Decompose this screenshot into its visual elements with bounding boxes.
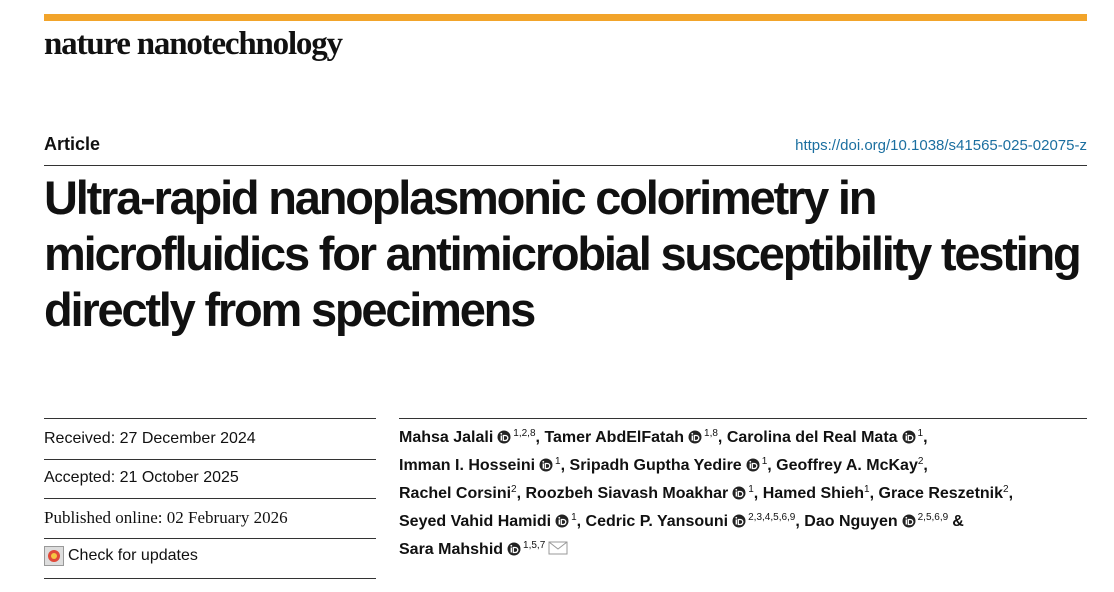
- author-name: Mahsa Jalali: [399, 429, 494, 446]
- author-name: Dao Nguyen: [804, 513, 898, 530]
- author-affiliations: 2: [1003, 484, 1009, 495]
- accepted-date: Accepted: 21 October 2025: [44, 469, 239, 486]
- article-title: Ultra-rapid nanoplasmonic colorimetry in…: [44, 171, 1082, 336]
- author-affiliations: 2,5,6,9: [917, 512, 949, 523]
- author-affiliations: 2: [511, 484, 517, 495]
- author-name: Sara Mahshid: [399, 541, 504, 558]
- author-name: Hamed Shieh: [762, 485, 865, 502]
- rule: [44, 459, 376, 460]
- author-name: Geoffrey A. McKay: [776, 457, 918, 474]
- orcid-icon: [497, 430, 511, 444]
- author-name: Imman I. Hosseini: [399, 457, 536, 474]
- journal-bar: [44, 14, 1087, 21]
- orcid-icon: [507, 542, 521, 556]
- author-separator: ,: [576, 513, 582, 530]
- author-name: Grace Reszetnik: [878, 485, 1004, 502]
- author-affiliations: 1,5,7: [523, 540, 546, 551]
- received-date: Received: 27 December 2024: [44, 430, 256, 447]
- email-icon[interactable]: [548, 541, 568, 555]
- orcid[interactable]: [732, 483, 746, 509]
- author-separator: &: [952, 513, 964, 530]
- author-affiliations: 1: [917, 428, 924, 439]
- orcid[interactable]: [497, 427, 511, 453]
- author-separator: ,: [795, 513, 800, 530]
- author-separator: ,: [516, 485, 522, 502]
- orcid[interactable]: [507, 539, 521, 565]
- orcid-icon: [902, 514, 916, 528]
- author-name: Roozbeh Siavash Moakhar: [525, 485, 729, 502]
- author-separator: ,: [869, 485, 875, 502]
- author-affiliations: 1: [555, 456, 561, 467]
- author-affiliations: 1: [571, 512, 577, 523]
- author: Carolina del Real Mata 1,: [726, 428, 928, 447]
- author: Grace Reszetnik2,: [878, 484, 1014, 503]
- author-affiliations: 2,3,4,5,6,9: [748, 512, 796, 523]
- author: Sripadh Guptha Yedire 1,: [569, 456, 772, 475]
- rule: [44, 498, 376, 499]
- orcid[interactable]: [539, 455, 553, 481]
- check-updates[interactable]: Check for updates: [44, 546, 198, 566]
- author-separator: ,: [753, 485, 759, 502]
- orcid[interactable]: [555, 511, 569, 537]
- author-name: Carolina del Real Mata: [726, 429, 898, 446]
- doi-link[interactable]: https://doi.org/10.1038/s41565-025-02075…: [795, 137, 1087, 154]
- author-affiliations: 1: [761, 456, 768, 467]
- author: Mahsa Jalali 1,2,8,: [399, 428, 540, 447]
- author-affiliations: 1,8: [704, 428, 718, 439]
- author-affiliations: 1,2,8: [513, 428, 536, 439]
- author-name: Cedric P. Yansouni: [585, 513, 729, 530]
- check-updates-text: Check for updates: [68, 547, 198, 564]
- author-name: Rachel Corsini: [399, 485, 512, 502]
- article-type: Article: [44, 134, 101, 154]
- author-name: Sripadh Guptha Yedire: [569, 457, 742, 474]
- orcid[interactable]: [688, 427, 702, 453]
- author-separator: ,: [923, 429, 928, 446]
- orcid[interactable]: [902, 511, 916, 537]
- author: Imman I. Hosseini 1,: [399, 456, 566, 475]
- rule: [44, 538, 376, 539]
- orcid[interactable]: [746, 455, 760, 481]
- orcid-icon: [902, 430, 916, 444]
- author-affiliations: 2: [917, 456, 924, 467]
- orcid[interactable]: [732, 511, 746, 537]
- author: Seyed Vahid Hamidi 1,: [399, 512, 582, 531]
- author: Roozbeh Siavash Moakhar 1,: [525, 484, 759, 503]
- rule: [44, 165, 1087, 166]
- check-updates-icon: [44, 546, 64, 566]
- rule: [44, 418, 376, 419]
- author-name: Tamer AbdElFatah: [544, 429, 685, 446]
- author-separator: ,: [923, 457, 928, 474]
- author-list: Mahsa Jalali 1,2,8, Tamer AbdElFatah 1,8, …: [399, 425, 1099, 565]
- author-separator: ,: [535, 429, 540, 446]
- author-affiliations: 1: [864, 484, 870, 495]
- author: Sara Mahshid 1,5,7: [399, 541, 568, 558]
- author: Hamed Shieh1,: [762, 484, 875, 503]
- rule: [399, 418, 1087, 419]
- rule: [44, 578, 376, 579]
- author: Tamer AbdElFatah 1,8,: [544, 428, 723, 447]
- author: Cedric P. Yansouni 2,3,4,5,6,9,: [585, 512, 800, 531]
- orcid-icon: [539, 458, 553, 472]
- author-name: Seyed Vahid Hamidi: [399, 513, 552, 530]
- published-date: Published online: 02 February 2026: [44, 508, 288, 527]
- author-separator: ,: [1008, 485, 1014, 502]
- journal-name: nature nanotechnology: [44, 26, 343, 62]
- author: Geoffrey A. McKay2,: [776, 456, 928, 475]
- orcid-icon: [746, 458, 760, 472]
- orcid-icon: [732, 514, 746, 528]
- author: Rachel Corsini2,: [399, 484, 522, 503]
- orcid-icon: [688, 430, 702, 444]
- orcid-icon: [732, 486, 746, 500]
- author-separator: ,: [767, 457, 772, 474]
- author-separator: ,: [717, 429, 723, 446]
- author-affiliations: 1: [748, 484, 754, 495]
- author-separator: ,: [560, 457, 566, 474]
- orcid-icon: [555, 514, 569, 528]
- author: Dao Nguyen 2,5,6,9 &: [804, 512, 964, 531]
- orcid[interactable]: [902, 427, 916, 453]
